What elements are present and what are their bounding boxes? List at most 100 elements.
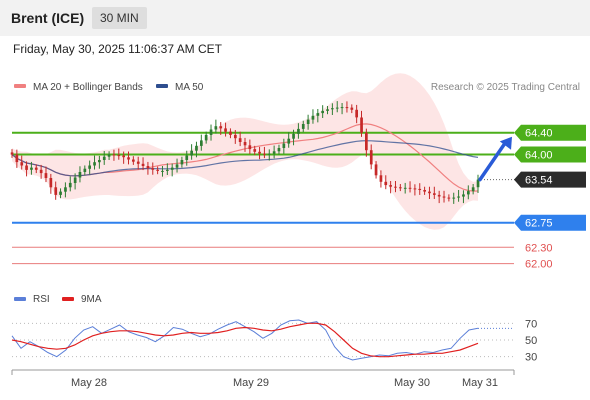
candle-body — [292, 133, 295, 139]
level-label-64.00: 64.00 — [525, 150, 553, 162]
candle-body — [384, 181, 388, 186]
candle — [471, 184, 475, 195]
candle-body — [379, 175, 383, 182]
candle — [117, 148, 121, 160]
candle-body — [331, 108, 334, 110]
candle-body — [219, 126, 223, 129]
candle-body — [471, 187, 475, 192]
candle — [136, 156, 140, 170]
candle — [185, 150, 189, 166]
instrument-title: Brent (ICE) — [11, 10, 85, 26]
candle — [437, 190, 441, 204]
timeframe-button[interactable]: 30 MIN — [92, 7, 147, 29]
candle — [195, 141, 198, 158]
candle-body — [263, 153, 266, 155]
candle — [64, 182, 67, 198]
candle — [10, 149, 14, 158]
candle-body — [423, 190, 426, 192]
candle — [258, 146, 261, 160]
candle — [321, 105, 324, 118]
candle — [112, 149, 116, 161]
candle — [151, 162, 155, 175]
candle-body — [442, 196, 446, 198]
candle — [335, 101, 339, 113]
candle — [141, 157, 145, 171]
candle-body — [117, 155, 121, 157]
candle-body — [44, 173, 48, 178]
candle — [39, 164, 43, 179]
candle — [267, 149, 271, 161]
candle — [253, 145, 257, 156]
candle-body — [49, 178, 53, 188]
candle — [287, 132, 291, 148]
rsi-tick-30: 30 — [525, 352, 537, 364]
candle — [59, 188, 62, 199]
candle — [132, 156, 135, 165]
candle-body — [209, 129, 213, 135]
legend-rsi-label: RSI — [33, 294, 50, 305]
candle — [204, 131, 208, 144]
forecast-arrow-shaft — [478, 139, 508, 182]
candle-body — [175, 164, 179, 168]
candle-body — [374, 164, 378, 176]
candle — [292, 129, 295, 146]
candle-body — [253, 149, 257, 152]
rsi-tick-70: 70 — [525, 318, 537, 330]
level-label-62.75: 62.75 — [525, 218, 553, 230]
candle — [15, 149, 19, 168]
candle-body — [321, 110, 324, 114]
level-label-64.40: 64.40 — [525, 128, 553, 140]
candle-body — [200, 140, 203, 146]
candle-body — [360, 117, 363, 133]
candle-body — [93, 162, 96, 166]
candle-body — [306, 119, 310, 124]
candle — [88, 160, 91, 175]
credit-text: Research © 2025 Trading Central — [431, 82, 580, 93]
candle-body — [39, 169, 43, 174]
candle — [243, 137, 247, 152]
candle-body — [238, 138, 242, 142]
candle-body — [136, 161, 140, 164]
candle-body — [15, 154, 19, 163]
candle — [122, 151, 125, 164]
level-tag-63.54 — [514, 171, 586, 188]
candle — [403, 182, 407, 194]
candle-body — [428, 191, 431, 194]
candle-body — [287, 138, 291, 144]
candle-body — [345, 107, 349, 109]
candle-body — [316, 113, 320, 116]
candle-body — [350, 107, 354, 110]
candle — [146, 161, 150, 175]
legend-9ma-swatch — [62, 297, 74, 301]
candle — [306, 114, 310, 130]
candle-body — [340, 107, 344, 109]
candle-body — [122, 155, 125, 158]
candle — [224, 122, 227, 137]
candle-body — [73, 177, 77, 183]
candle — [467, 185, 470, 200]
candle — [418, 183, 422, 195]
candle — [476, 174, 480, 193]
candle-body — [214, 126, 218, 130]
candle — [180, 156, 184, 168]
candle-body — [297, 128, 300, 134]
candle — [340, 103, 344, 115]
candle-body — [25, 165, 28, 170]
candle — [389, 181, 392, 194]
candle-body — [437, 194, 441, 197]
candle — [297, 123, 300, 139]
candle-body — [170, 167, 174, 170]
candle — [311, 109, 315, 124]
candle — [229, 128, 232, 139]
candle-body — [408, 187, 412, 189]
candle — [316, 109, 320, 123]
candle-body — [54, 187, 58, 195]
forecast-arrow-head — [499, 136, 512, 150]
candle-body — [112, 154, 116, 156]
legend-ma50-swatch — [156, 84, 168, 88]
candle-body — [166, 169, 169, 171]
x-axis-label: May 29 — [233, 377, 269, 389]
candle — [34, 164, 38, 174]
candle-body — [301, 124, 305, 129]
